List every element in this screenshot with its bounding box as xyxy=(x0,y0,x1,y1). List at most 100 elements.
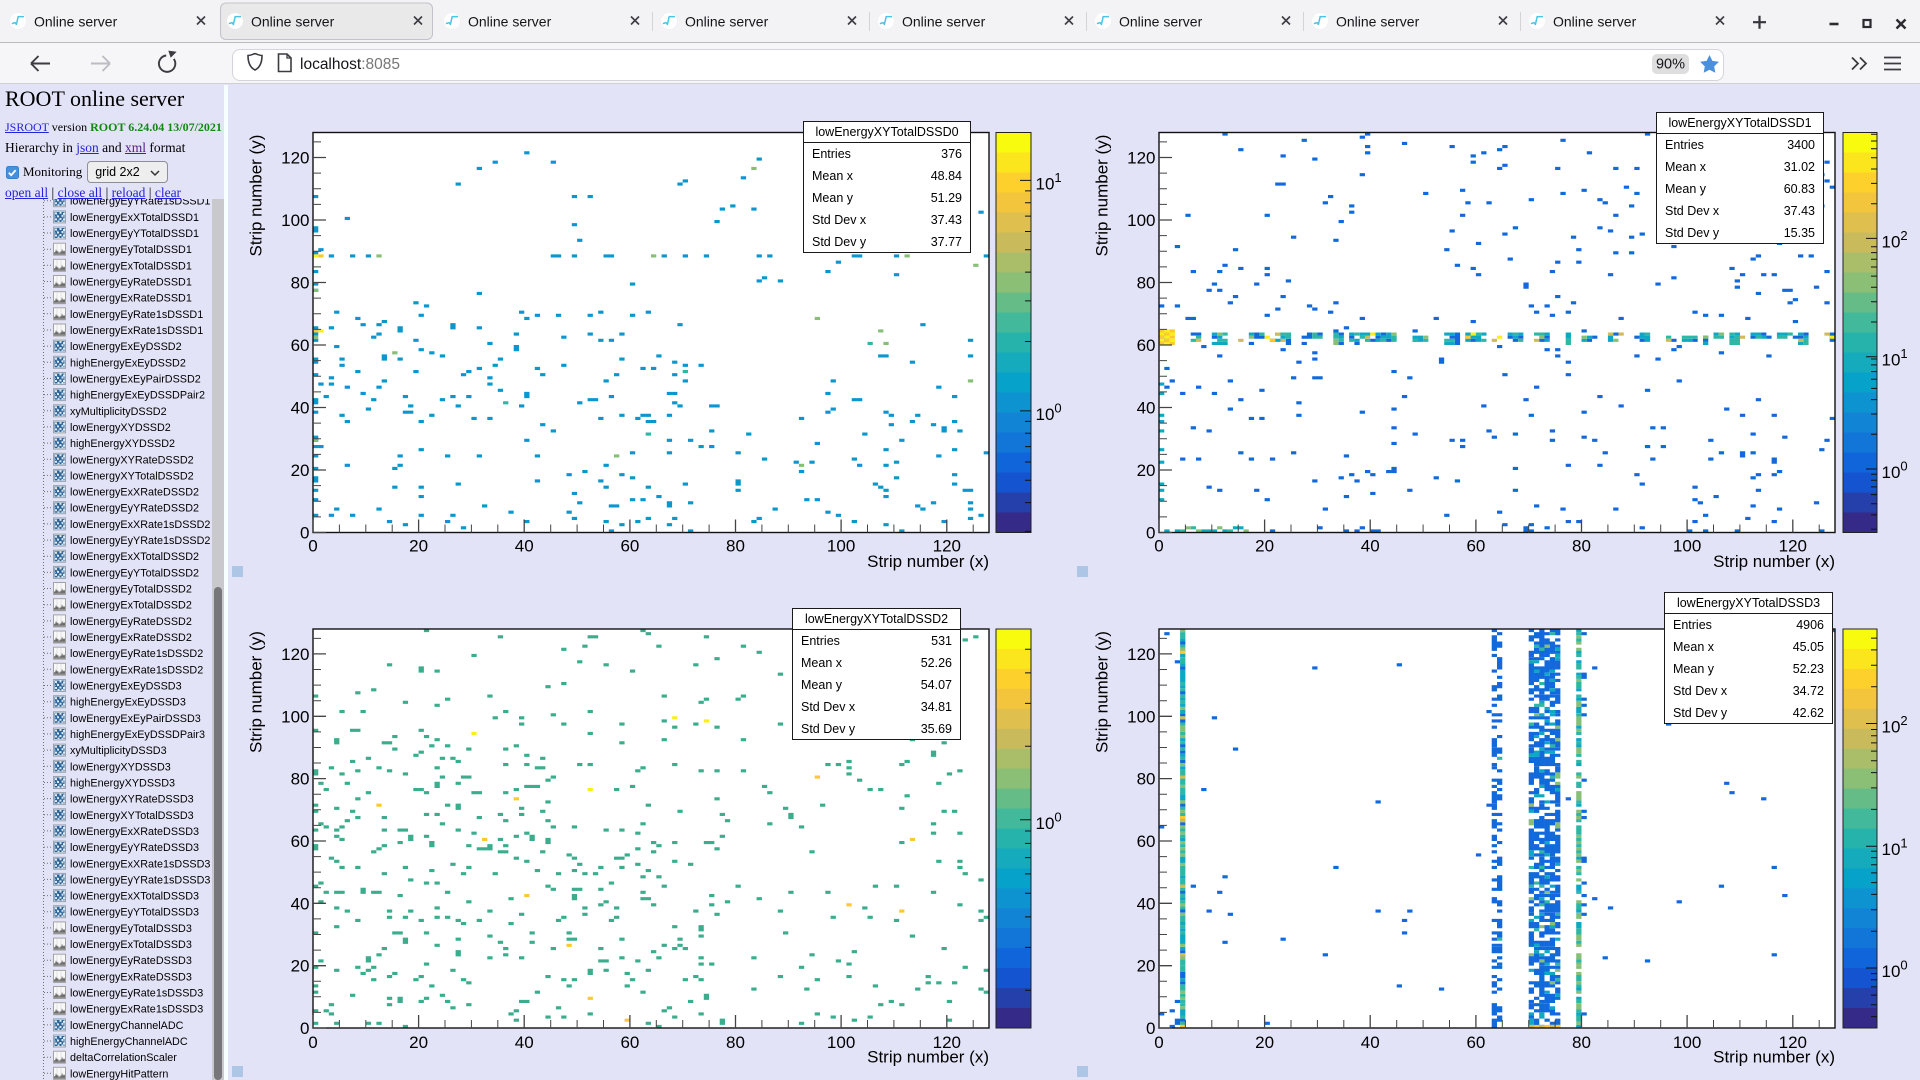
svg-text:100: 100 xyxy=(281,707,309,726)
svg-text:80: 80 xyxy=(726,537,745,556)
svg-text:80: 80 xyxy=(726,1033,745,1052)
svg-text:Strip number (x): Strip number (x) xyxy=(1713,552,1835,571)
svg-text:lowEnergyExXRate1sDSSD2: lowEnergyExXRate1sDSSD2 xyxy=(70,519,210,531)
svg-text:lowEnergyExEyDSSD3: lowEnergyExEyDSSD3 xyxy=(70,681,182,693)
svg-text:120: 120 xyxy=(933,537,961,556)
svg-text:60: 60 xyxy=(620,537,639,556)
svg-text:lowEnergyEyYRateDSSD2: lowEnergyEyYRateDSSD2 xyxy=(70,503,199,515)
svg-text:lowEnergyEyTotalDSSD1: lowEnergyEyTotalDSSD1 xyxy=(70,244,192,256)
svg-text:60: 60 xyxy=(620,1033,639,1052)
svg-text:lowEnergyExXTotalDSSD1: lowEnergyExXTotalDSSD1 xyxy=(70,212,199,224)
svg-text:90%: 90% xyxy=(1656,57,1685,73)
svg-text:60: 60 xyxy=(1466,1033,1485,1052)
svg-text:0: 0 xyxy=(1146,1019,1155,1038)
svg-text:lowEnergyEyYRate1sDSSD3: lowEnergyEyYRate1sDSSD3 xyxy=(70,874,210,886)
svg-text:lowEnergyXYDSSD3: lowEnergyXYDSSD3 xyxy=(70,761,171,773)
svg-text:80: 80 xyxy=(291,274,310,293)
svg-text:highEnergyExEyDSSDPair2: highEnergyExEyDSSDPair2 xyxy=(70,390,205,402)
svg-text:80: 80 xyxy=(1137,274,1156,293)
svg-text:0: 0 xyxy=(308,537,317,556)
svg-text:deltaCorrelationScaler: deltaCorrelationScaler xyxy=(70,1052,177,1064)
svg-text:xyMultiplicityDSSD2: xyMultiplicityDSSD2 xyxy=(70,406,167,418)
svg-text:lowEnergyEyYTotalDSSD1: lowEnergyEyYTotalDSSD1 xyxy=(70,228,199,240)
svg-text:100: 100 xyxy=(1673,537,1701,556)
svg-text:100: 100 xyxy=(1673,1033,1701,1052)
svg-text:120: 120 xyxy=(281,149,309,168)
svg-text:120: 120 xyxy=(1779,1033,1807,1052)
svg-text:20: 20 xyxy=(291,461,310,480)
svg-text:60: 60 xyxy=(1466,537,1485,556)
svg-text:120: 120 xyxy=(1127,645,1155,664)
svg-text:lowEnergyEyRate1sDSSD2: lowEnergyEyRate1sDSSD2 xyxy=(70,648,203,660)
svg-text:Online server: Online server xyxy=(34,14,118,30)
svg-text:0: 0 xyxy=(1146,524,1155,543)
svg-text:lowEnergyXYDSSD2: lowEnergyXYDSSD2 xyxy=(70,422,171,434)
svg-text:40: 40 xyxy=(1361,537,1380,556)
svg-text:102: 102 xyxy=(1882,228,1908,252)
svg-text:0: 0 xyxy=(308,1033,317,1052)
svg-text:Online server: Online server xyxy=(685,14,769,30)
svg-text:highEnergyExEyDSSDPair3: highEnergyExEyDSSDPair3 xyxy=(70,729,205,741)
svg-text:lowEnergyEyRateDSSD2: lowEnergyEyRateDSSD2 xyxy=(70,616,192,628)
svg-text:lowEnergyXYTotalDSSD3: lowEnergyXYTotalDSSD3 xyxy=(70,810,194,822)
svg-text:Online server: Online server xyxy=(1336,14,1420,30)
svg-text:101: 101 xyxy=(1882,346,1908,370)
svg-text:100: 100 xyxy=(1127,707,1155,726)
svg-text:highEnergyExEyDSSD2: highEnergyExEyDSSD2 xyxy=(70,357,186,369)
svg-text:20: 20 xyxy=(409,537,428,556)
svg-text:Strip number (y): Strip number (y) xyxy=(247,631,266,753)
svg-text:lowEnergyExXTotalDSSD3: lowEnergyExXTotalDSSD3 xyxy=(70,891,199,903)
svg-text:Strip number (y): Strip number (y) xyxy=(247,135,266,257)
svg-text:highEnergyChannelADC: highEnergyChannelADC xyxy=(70,1036,188,1048)
svg-text:highEnergyXYDSSD2: highEnergyXYDSSD2 xyxy=(70,438,175,450)
svg-text:lowEnergyExEyPairDSSD3: lowEnergyExEyPairDSSD3 xyxy=(70,713,201,725)
svg-text:lowEnergyEyYRate1sDSSD2: lowEnergyEyYRate1sDSSD2 xyxy=(70,535,210,547)
svg-text:Online server: Online server xyxy=(1553,14,1637,30)
svg-text:lowEnergyExRateDSSD1: lowEnergyExRateDSSD1 xyxy=(70,293,192,305)
svg-text:102: 102 xyxy=(1882,713,1908,737)
svg-text:0: 0 xyxy=(1154,537,1163,556)
svg-text:Online server: Online server xyxy=(902,14,986,30)
svg-text:80: 80 xyxy=(1572,537,1591,556)
svg-text:60: 60 xyxy=(1137,832,1156,851)
svg-text:lowEnergyExRate1sDSSD1: lowEnergyExRate1sDSSD1 xyxy=(70,325,203,337)
svg-text:20: 20 xyxy=(409,1033,428,1052)
svg-text:lowEnergyExXTotalDSSD2: lowEnergyExXTotalDSSD2 xyxy=(70,551,199,563)
svg-text:lowEnergyEyTotalDSSD2: lowEnergyEyTotalDSSD2 xyxy=(70,584,192,596)
svg-text:Strip number (x): Strip number (x) xyxy=(867,552,989,571)
svg-text:20: 20 xyxy=(1137,461,1156,480)
svg-text:60: 60 xyxy=(291,832,310,851)
svg-text:100: 100 xyxy=(1882,958,1908,982)
svg-text:lowEnergyEyTotalDSSD3: lowEnergyEyTotalDSSD3 xyxy=(70,923,192,935)
svg-text:40: 40 xyxy=(1137,894,1156,913)
svg-text:100: 100 xyxy=(827,1033,855,1052)
svg-text:0: 0 xyxy=(300,1019,309,1038)
svg-text:lowEnergyExXRateDSSD2: lowEnergyExXRateDSSD2 xyxy=(70,487,199,499)
svg-text:lowEnergyEyYTotalDSSD2: lowEnergyEyYTotalDSSD2 xyxy=(70,567,199,579)
svg-text:lowEnergyEyYRateDSSD3: lowEnergyEyYRateDSSD3 xyxy=(70,842,199,854)
svg-text:localhost:8085: localhost:8085 xyxy=(300,56,400,73)
svg-text:20: 20 xyxy=(1255,537,1274,556)
svg-text:Strip number (x): Strip number (x) xyxy=(1713,1048,1835,1067)
svg-text:120: 120 xyxy=(933,1033,961,1052)
svg-text:lowEnergyExXRate1sDSSD3: lowEnergyExXRate1sDSSD3 xyxy=(70,858,210,870)
svg-text:lowEnergyExTotalDSSD3: lowEnergyExTotalDSSD3 xyxy=(70,939,192,951)
svg-text:40: 40 xyxy=(1137,399,1156,418)
svg-text:100: 100 xyxy=(1036,400,1062,424)
svg-text:40: 40 xyxy=(1361,1033,1380,1052)
svg-text:0: 0 xyxy=(1154,1033,1163,1052)
svg-text:lowEnergyEyRate1sDSSD1: lowEnergyEyRate1sDSSD1 xyxy=(70,309,203,321)
svg-text:Online server: Online server xyxy=(251,14,335,30)
svg-text:lowEnergyEyRateDSSD1: lowEnergyEyRateDSSD1 xyxy=(70,277,192,289)
svg-text:100: 100 xyxy=(281,211,309,230)
svg-text:Online server: Online server xyxy=(1119,14,1203,30)
svg-text:lowEnergyXYRateDSSD3: lowEnergyXYRateDSSD3 xyxy=(70,794,194,806)
svg-text:lowEnergyXYRateDSSD2: lowEnergyXYRateDSSD2 xyxy=(70,454,194,466)
svg-text:40: 40 xyxy=(515,537,534,556)
svg-text:40: 40 xyxy=(291,894,310,913)
svg-text:lowEnergyExTotalDSSD1: lowEnergyExTotalDSSD1 xyxy=(70,260,192,272)
svg-text:120: 120 xyxy=(1779,537,1807,556)
svg-text:lowEnergyChannelADC: lowEnergyChannelADC xyxy=(70,1020,184,1032)
svg-text:101: 101 xyxy=(1036,170,1062,194)
svg-text:Strip number (y): Strip number (y) xyxy=(1093,135,1112,257)
